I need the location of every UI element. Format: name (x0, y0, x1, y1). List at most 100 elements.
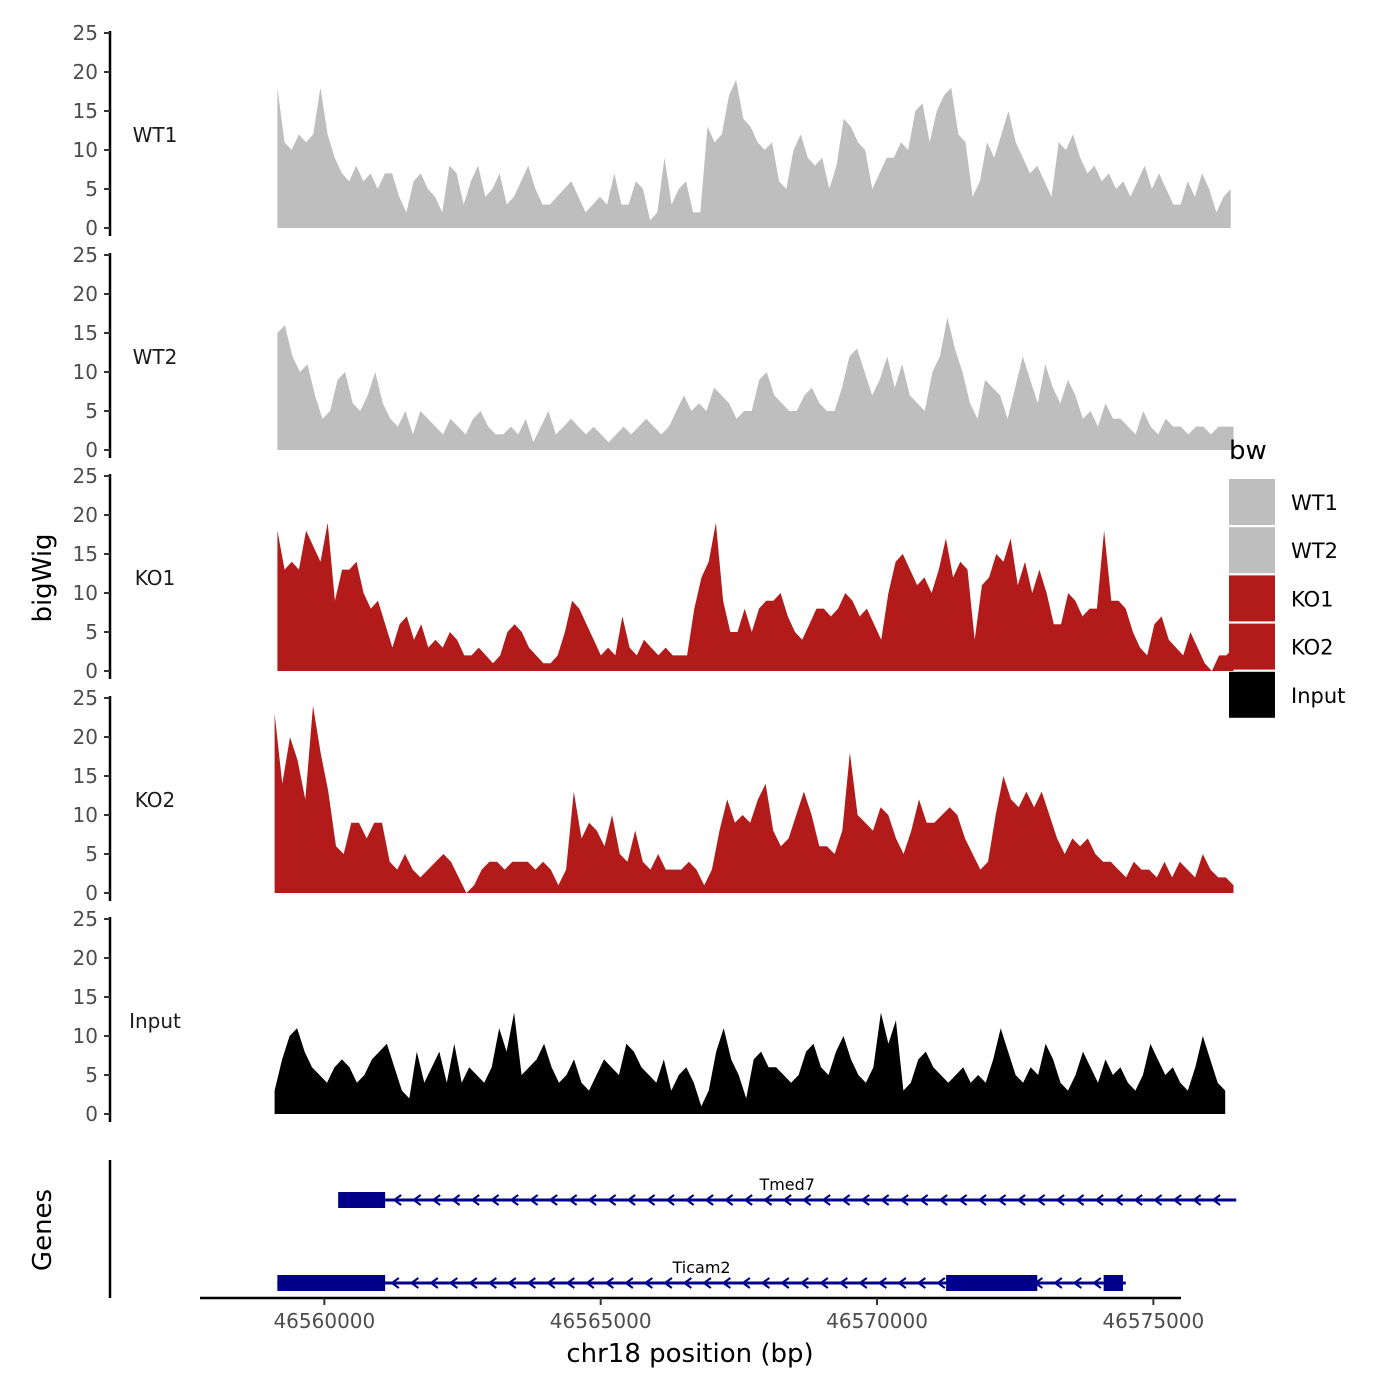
track-label-ko1: KO1 (135, 566, 176, 590)
strand-arrow (723, 1194, 734, 1206)
x-tick-label-46570000: 46570000 (826, 1309, 928, 1333)
strand-arrow (704, 1194, 714, 1206)
legend-key-wt1 (1229, 479, 1275, 525)
y-tick-label-ko2-10: 10 (73, 803, 98, 827)
strand-arrow (587, 1194, 597, 1206)
track-label-wt1: WT1 (133, 123, 178, 147)
y-tick-label-input-25: 25 (73, 907, 98, 931)
strand-arrow (938, 1194, 948, 1206)
strand-arrow (1053, 1277, 1063, 1289)
strand-arrow (643, 1277, 653, 1289)
track-label-wt2: WT2 (133, 345, 178, 369)
strand-arrow (509, 1194, 519, 1206)
y-tick-label-ko2-0: 0 (85, 881, 98, 905)
y-tick-label-input-5: 5 (85, 1063, 98, 1087)
y-tick-label-wt1-25: 25 (73, 21, 98, 45)
strand-arrow (762, 1194, 773, 1206)
y-tick-label-ko1-20: 20 (73, 503, 98, 527)
legend-label-wt1: WT1 (1291, 491, 1338, 515)
track-label-ko2: KO2 (135, 788, 176, 812)
strand-arrow (782, 1194, 792, 1206)
strand-arrow (604, 1277, 614, 1289)
strand-arrow (702, 1277, 712, 1289)
strand-arrow (548, 1194, 558, 1206)
strand-arrow (528, 1194, 539, 1206)
y-tick-label-input-0: 0 (85, 1102, 98, 1126)
gene-ticam2: Ticam2 (277, 1258, 1126, 1291)
strand-arrow (663, 1277, 673, 1289)
y-tick-label-ko1-0: 0 (85, 659, 98, 683)
strand-arrow (448, 1277, 458, 1289)
strand-arrow (1094, 1194, 1104, 1206)
strand-arrow (450, 1194, 461, 1206)
strand-arrow (624, 1277, 634, 1289)
legend-key-ko1 (1229, 575, 1275, 622)
strand-arrow (1016, 1194, 1026, 1206)
strand-arrow (1092, 1277, 1102, 1289)
strand-arrow (1035, 1194, 1046, 1206)
strand-arrow (546, 1277, 556, 1289)
gene-tmed7: Tmed7 (338, 1175, 1237, 1208)
strand-arrow (918, 1194, 929, 1206)
strand-arrow (626, 1194, 636, 1206)
y-tick-label-wt1-5: 5 (85, 177, 98, 201)
exon-tmed7-1 (338, 1192, 386, 1208)
signal-area-wt1 (277, 79, 1231, 228)
strand-arrow (567, 1194, 578, 1206)
strand-arrow (390, 1277, 400, 1289)
gene-track: Tmed7 Ticam2 (108, 1160, 1237, 1298)
legend-key-input (1229, 671, 1275, 718)
strand-arrow (860, 1194, 870, 1206)
strand-arrow (1211, 1194, 1221, 1206)
legend-label-wt2: WT2 (1291, 539, 1338, 563)
legend: bw WT1 WT2 KO1 KO2 Input (1229, 436, 1345, 718)
x-tick-label-46575000: 46575000 (1102, 1309, 1204, 1333)
strand-arrow (606, 1194, 617, 1206)
signal-area-ko1 (277, 522, 1234, 671)
strand-arrow (470, 1194, 480, 1206)
legend-key-wt2 (1229, 527, 1275, 574)
strand-arrow (1072, 1277, 1082, 1289)
x-axis: 46560000 46565000 46570000 46575000 (200, 1296, 1204, 1333)
exon-ticam2-1 (277, 1275, 386, 1291)
strand-arrow (936, 1277, 946, 1289)
strand-arrow (1191, 1194, 1202, 1206)
signal-area-ko2 (274, 705, 1234, 893)
y-tick-label-ko2-5: 5 (85, 842, 98, 866)
strand-arrow (780, 1277, 790, 1289)
strand-arrow (665, 1194, 675, 1206)
strand-arrow (838, 1277, 848, 1289)
strand-arrow (489, 1194, 500, 1206)
y-tick-label-wt2-15: 15 (73, 321, 98, 345)
y-tick-label-ko1-10: 10 (73, 581, 98, 605)
track-ko1: 0 5 10 15 20 25 KO1 (73, 464, 1234, 683)
y-tick-label-ko1-5: 5 (85, 620, 98, 644)
strand-arrow (821, 1194, 831, 1206)
y-tick-label-wt2-20: 20 (73, 282, 98, 306)
strand-arrow (487, 1277, 497, 1289)
legend-key-ko2 (1229, 623, 1275, 670)
x-tick-label-46560000: 46560000 (273, 1309, 375, 1333)
strand-arrow (585, 1277, 595, 1289)
strand-arrow (897, 1277, 907, 1289)
y-tick-label-ko2-25: 25 (73, 686, 98, 710)
strand-arrow (899, 1194, 909, 1206)
legend-label-ko2: KO2 (1291, 636, 1334, 660)
gene-label-ticam2: Ticam2 (672, 1258, 731, 1277)
y-tick-label-wt2-0: 0 (85, 438, 98, 462)
y-tick-label-ko1-15: 15 (73, 542, 98, 566)
y-tick-label-wt1-0: 0 (85, 216, 98, 240)
y-tick-label-input-15: 15 (73, 985, 98, 1009)
y-axis-title-genes: Genes (28, 1189, 58, 1271)
y-tick-label-wt2-5: 5 (85, 399, 98, 423)
strand-arrow (916, 1277, 926, 1289)
strand-arrow (877, 1277, 887, 1289)
y-tick-label-input-10: 10 (73, 1024, 98, 1048)
y-tick-label-ko2-20: 20 (73, 725, 98, 749)
track-wt2: 0 5 10 15 20 25 WT2 (73, 243, 1234, 462)
strand-arrow (409, 1277, 419, 1289)
strand-arrow (957, 1194, 968, 1206)
y-tick-label-ko1-25: 25 (73, 464, 98, 488)
strand-arrow (996, 1194, 1007, 1206)
strand-arrow (429, 1277, 439, 1289)
